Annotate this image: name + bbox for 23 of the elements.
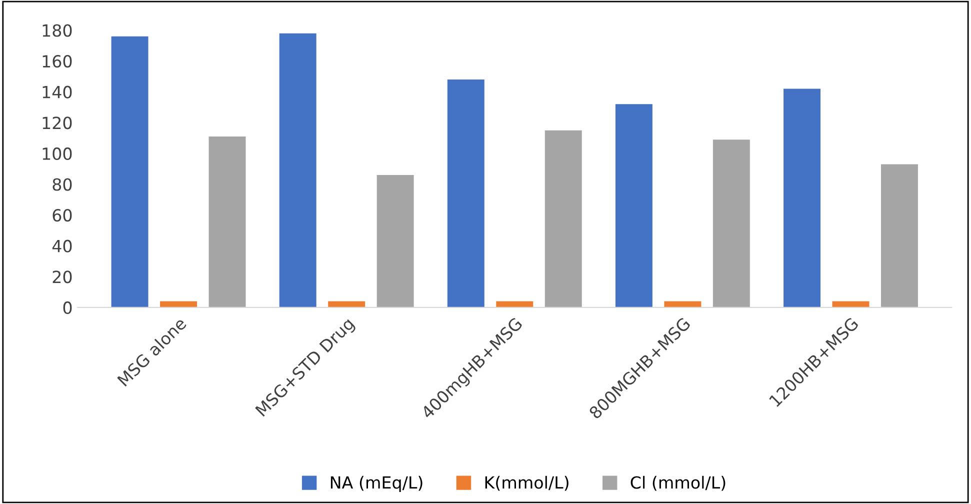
y-tick-label: 40 [52, 240, 72, 252]
y-tick-label: 180 [42, 24, 72, 37]
bar [447, 80, 484, 308]
legend-label: Cl (mmol/L) [630, 476, 726, 491]
bar [880, 164, 918, 308]
bar [279, 33, 316, 308]
y-tick-label: 60 [52, 209, 72, 222]
y-tick-label: 100 [42, 147, 72, 160]
y-tick-label: 0 [63, 301, 72, 314]
bar [784, 88, 820, 308]
legend-label: NA (mEq/L) [330, 476, 422, 492]
legend-label: K(mmol/L) [485, 476, 568, 491]
bar [712, 140, 750, 308]
bar [376, 175, 414, 308]
bar [111, 36, 148, 308]
y-tick-label: 120 [42, 116, 72, 130]
y-tick-label: 160 [42, 55, 72, 68]
bar [208, 136, 246, 308]
y-tick-label: 140 [42, 86, 72, 98]
y-tick-label: 80 [52, 178, 72, 191]
y-tick-label: 20 [52, 270, 72, 284]
bar [544, 130, 582, 308]
bar [615, 104, 652, 308]
